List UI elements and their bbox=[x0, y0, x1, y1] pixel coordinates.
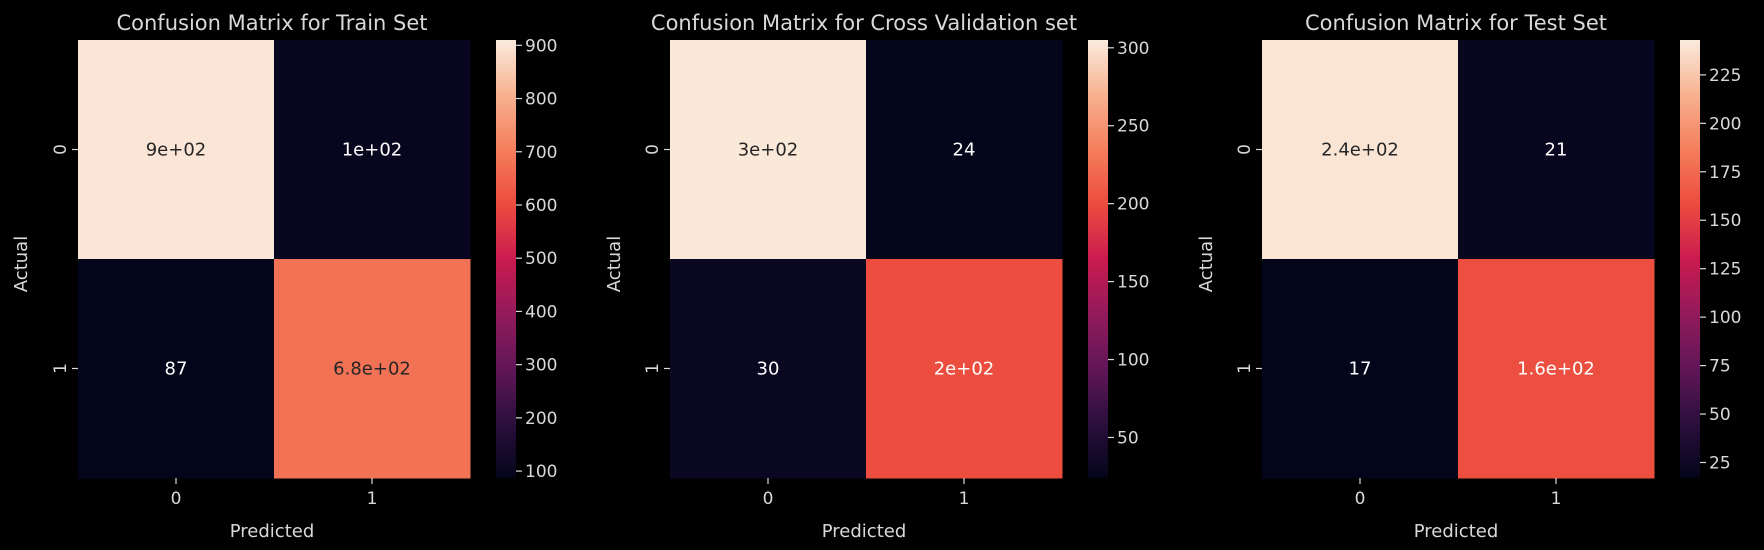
x-axis-label: Predicted bbox=[822, 521, 907, 542]
cell-annotation: 87 bbox=[165, 359, 188, 380]
y-tick-label: 0 bbox=[643, 144, 663, 155]
y-axis-label: Actual bbox=[1196, 236, 1217, 292]
cell-annotation: 2e+02 bbox=[934, 359, 995, 380]
y-axis-label: Actual bbox=[604, 236, 625, 292]
panel-test: Confusion Matrix for Test Set 2.4e+02 21 1… bbox=[1196, 11, 1741, 542]
x-tick-label: 1 bbox=[1551, 489, 1562, 509]
heatmap-cells bbox=[1262, 40, 1655, 479]
heatmap-cell bbox=[1458, 259, 1655, 479]
heatmap-cell bbox=[866, 40, 1063, 260]
colorbar-tick-label: 50 bbox=[1117, 428, 1139, 448]
heatmap-cell bbox=[866, 259, 1063, 479]
colorbar-tick-label: 100 bbox=[1117, 351, 1149, 371]
heatmap-cell bbox=[78, 40, 275, 260]
colorbar-tick-label: 125 bbox=[1709, 260, 1741, 280]
colorbar-tick-label: 900 bbox=[525, 36, 557, 56]
cell-annotation: 1e+02 bbox=[342, 140, 403, 161]
colorbar-tick-label: 200 bbox=[1117, 195, 1149, 215]
x-tick-label: 1 bbox=[367, 489, 378, 509]
colorbar-tick-label: 50 bbox=[1709, 405, 1731, 425]
x-tick-label: 0 bbox=[763, 489, 774, 509]
y-axis: 01 bbox=[1235, 144, 1262, 374]
heatmap-cell bbox=[1262, 259, 1459, 479]
x-tick-label: 1 bbox=[959, 489, 970, 509]
colorbar-tick-label: 700 bbox=[525, 143, 557, 163]
x-tick-label: 0 bbox=[1355, 489, 1366, 509]
y-tick-label: 0 bbox=[1235, 144, 1255, 155]
colorbar-tick-label: 400 bbox=[525, 302, 557, 322]
colorbar-tick-label: 200 bbox=[525, 409, 557, 429]
x-tick-label: 0 bbox=[171, 489, 182, 509]
colorbar-tick-label: 75 bbox=[1709, 357, 1731, 377]
heatmap-cell bbox=[78, 259, 275, 479]
cell-annotation: 1.6e+02 bbox=[1517, 359, 1595, 380]
cell-annotation: 2.4e+02 bbox=[1321, 140, 1399, 161]
colorbar-tick-label: 100 bbox=[1709, 308, 1741, 328]
colorbar-gradient bbox=[1680, 40, 1700, 478]
cell-annotations: 2.4e+02 21 17 1.6e+02 bbox=[1321, 140, 1595, 380]
colorbar: 100 200 300 400 500 600 700 800 900 bbox=[496, 36, 557, 482]
y-tick-label: 1 bbox=[643, 363, 663, 374]
cell-annotation: 17 bbox=[1349, 359, 1372, 380]
y-tick-label: 1 bbox=[51, 363, 71, 374]
y-tick-label: 0 bbox=[51, 144, 71, 155]
heatmap-cell bbox=[274, 40, 471, 260]
y-axis: 01 bbox=[51, 144, 78, 374]
cell-annotations: 9e+02 1e+02 87 6.8e+02 bbox=[146, 140, 411, 380]
cell-annotations: 3e+02 24 30 2e+02 bbox=[738, 140, 995, 380]
chart-title: Confusion Matrix for Cross Validation se… bbox=[651, 11, 1077, 35]
chart-title: Confusion Matrix for Test Set bbox=[1305, 11, 1607, 35]
heatmap-cell bbox=[670, 40, 867, 260]
colorbar: 50 100 150 200 250 300 bbox=[1088, 39, 1149, 478]
cell-annotation: 21 bbox=[1545, 140, 1568, 161]
colorbar-tick-label: 300 bbox=[1117, 39, 1149, 59]
colorbar: 25 50 75 100 125 150 175 200 225 bbox=[1680, 40, 1741, 478]
heatmap-cells bbox=[670, 40, 1063, 479]
colorbar-tick-label: 150 bbox=[1709, 211, 1741, 231]
colorbar-tick-label: 175 bbox=[1709, 163, 1741, 183]
colorbar-tick-label: 600 bbox=[525, 196, 557, 216]
heatmap-cells bbox=[78, 40, 471, 479]
y-axis-label: Actual bbox=[11, 236, 32, 292]
heatmap-cell bbox=[670, 259, 867, 479]
heatmap-cell bbox=[1262, 40, 1459, 260]
cell-annotation: 3e+02 bbox=[738, 140, 799, 161]
colorbar-tick-label: 225 bbox=[1709, 66, 1741, 86]
colorbar-tick-label: 25 bbox=[1709, 453, 1731, 473]
panel-cross-validation: Confusion Matrix for Cross Validation se… bbox=[604, 11, 1149, 542]
y-axis: 01 bbox=[643, 144, 670, 374]
colorbar-tick-label: 250 bbox=[1117, 117, 1149, 137]
colorbar-gradient bbox=[1088, 40, 1108, 478]
colorbar-gradient bbox=[496, 40, 516, 478]
colorbar-tick-label: 150 bbox=[1117, 273, 1149, 293]
colorbar-tick-label: 800 bbox=[525, 90, 557, 110]
cell-annotation: 9e+02 bbox=[146, 140, 207, 161]
cell-annotation: 6.8e+02 bbox=[333, 359, 411, 380]
panel-train: Confusion Matrix for Train Set 9e+02 1e+0… bbox=[11, 11, 557, 542]
x-axis-label: Predicted bbox=[230, 521, 315, 542]
colorbar-tick-label: 500 bbox=[525, 249, 557, 269]
chart-title: Confusion Matrix for Train Set bbox=[116, 11, 427, 35]
colorbar-tick-label: 200 bbox=[1709, 114, 1741, 134]
y-tick-label: 1 bbox=[1235, 363, 1255, 374]
heatmap-cell bbox=[274, 259, 471, 479]
colorbar-tick-label: 300 bbox=[525, 356, 557, 376]
heatmap-cell bbox=[1458, 40, 1655, 260]
colorbar-tick-label: 100 bbox=[525, 462, 557, 482]
x-axis-label: Predicted bbox=[1414, 521, 1499, 542]
cell-annotation: 24 bbox=[953, 140, 976, 161]
cell-annotation: 30 bbox=[757, 359, 780, 380]
